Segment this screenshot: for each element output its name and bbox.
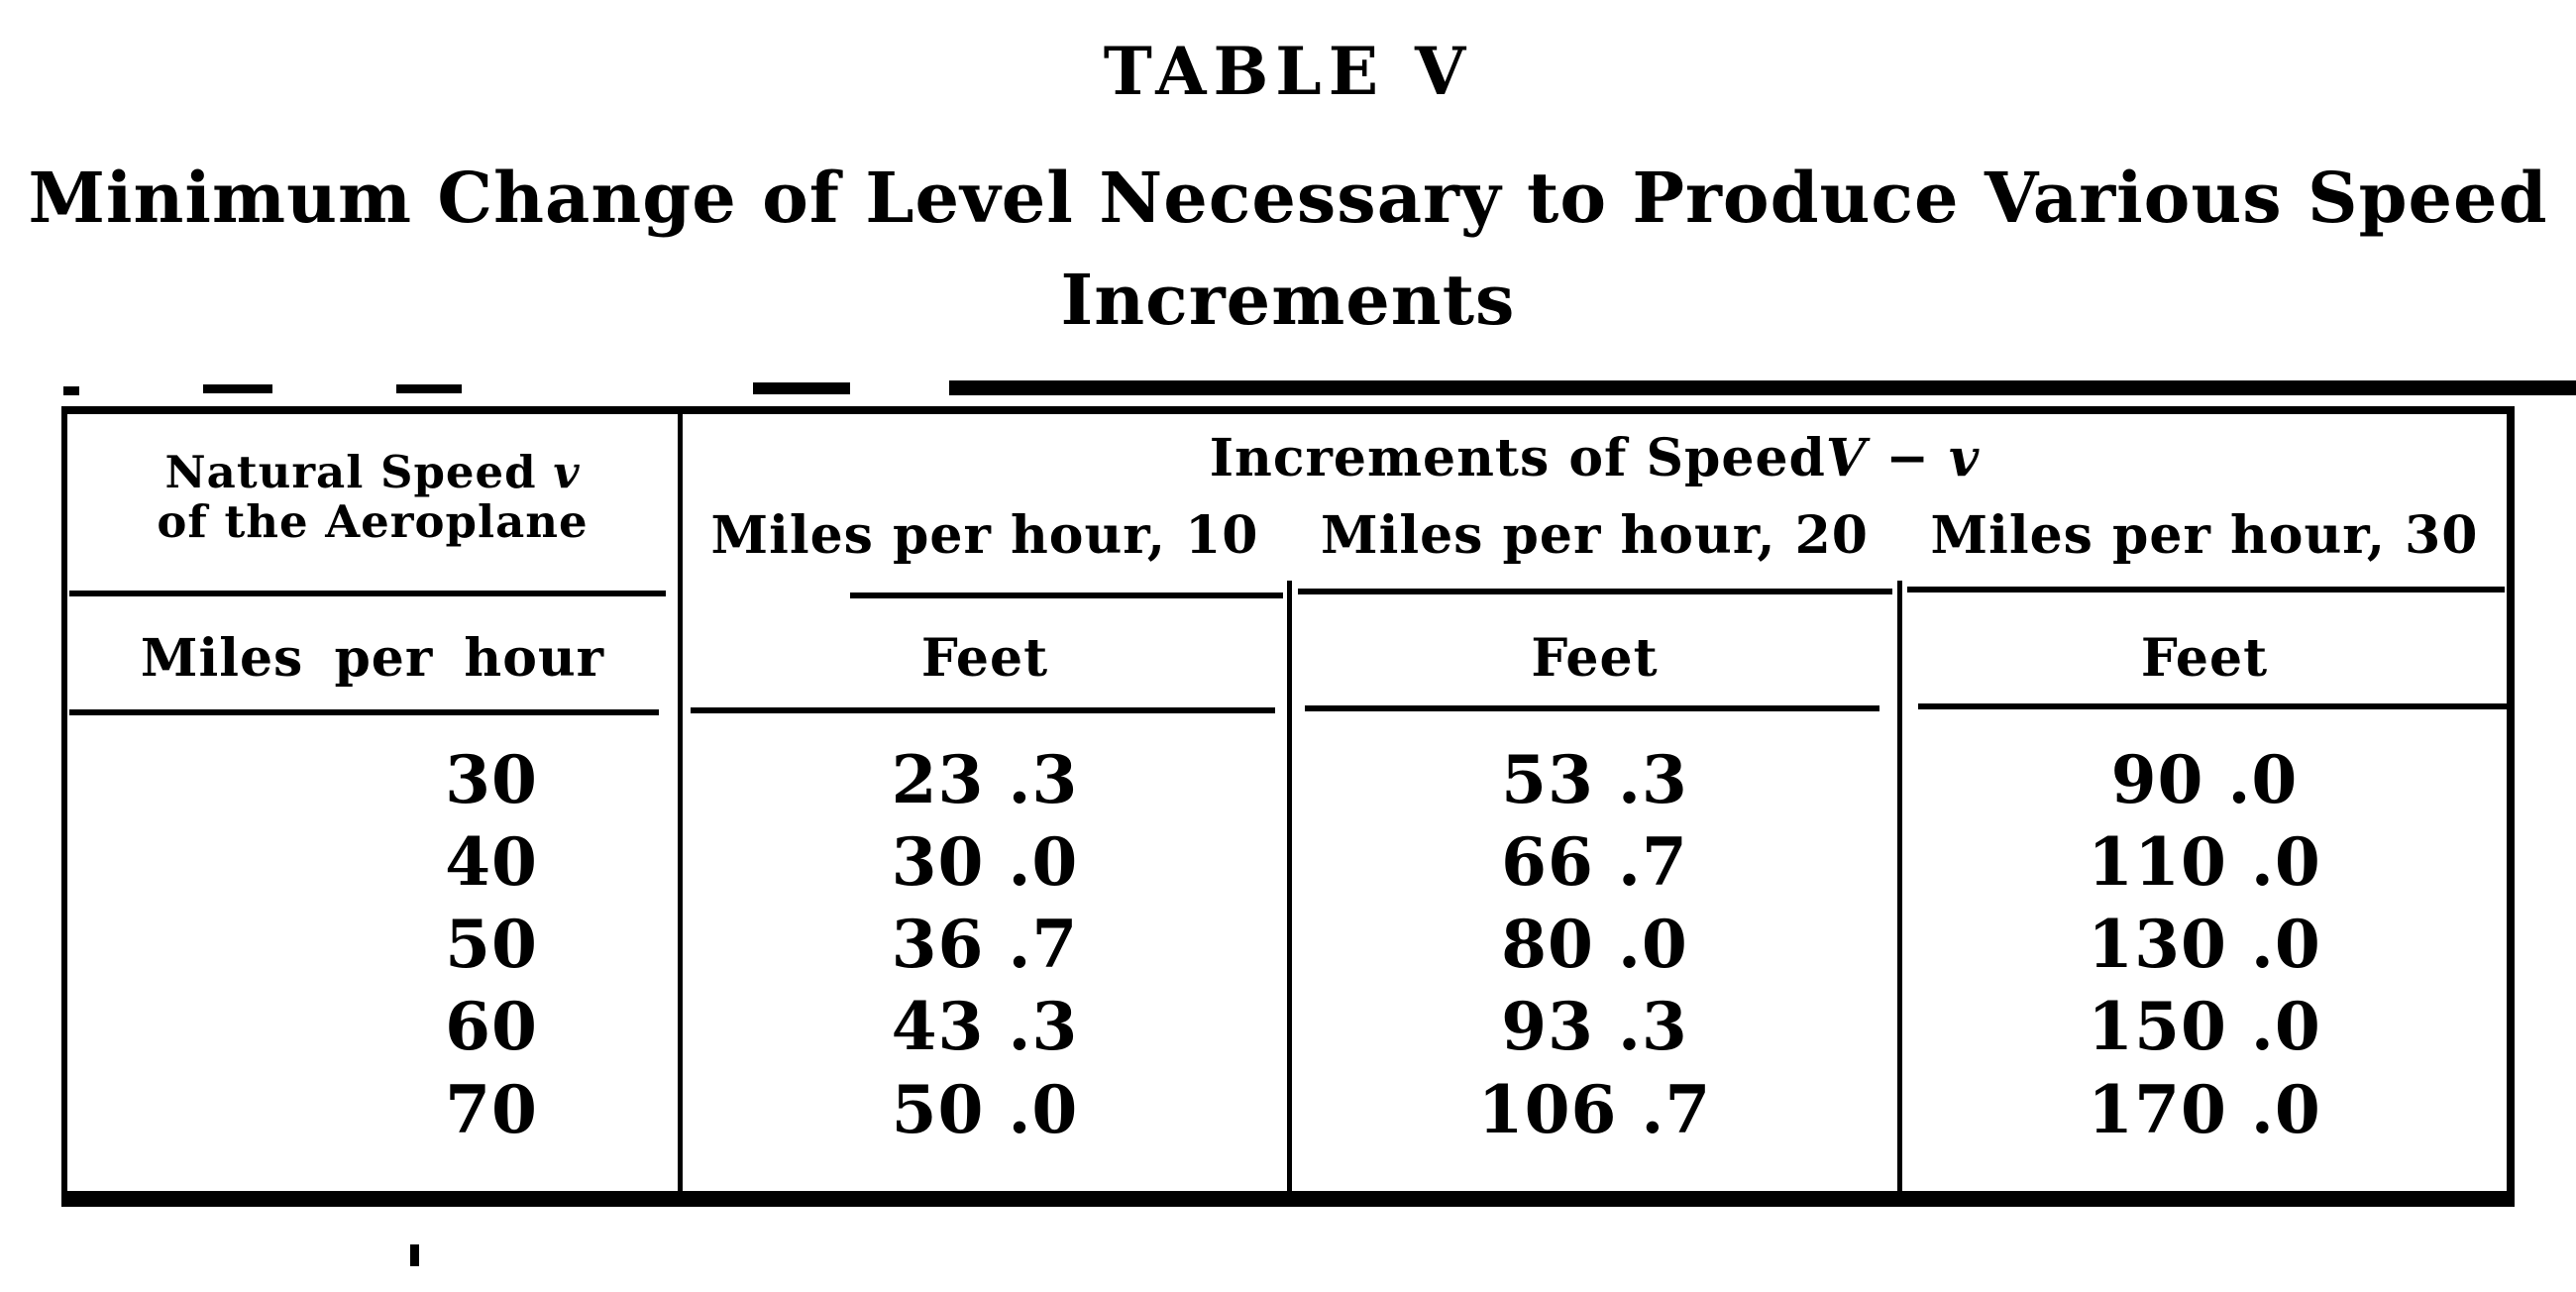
column-header-30mph: Miles per hour, 30 (1930, 504, 2479, 566)
scan-artifact-dash (753, 382, 850, 394)
row-header-text: Natural Speed (164, 446, 554, 498)
table-rule-segment (1305, 705, 1879, 711)
cell-value: 130 .0 (2088, 906, 2321, 983)
table-subtitle-line1: Minimum Change of Level Necessary to Pro… (28, 157, 2548, 239)
group-header-variable: V − v (1825, 427, 1981, 488)
unit-label-feet: Feet (920, 627, 1049, 689)
cell-speed: 40 (445, 823, 538, 901)
group-header-text: Increments of Speed (1209, 427, 1826, 488)
row-header-cell: Natural Speed v of the Aeroplane (67, 414, 678, 581)
cell-speed: 70 (445, 1071, 538, 1148)
cell-value: 30 .0 (891, 823, 1079, 901)
scan-artifact-dash (203, 384, 272, 393)
table-rule-segment (69, 709, 659, 715)
cell-value: 110 .0 (2088, 823, 2321, 901)
cell-value: 23 .3 (891, 741, 1079, 818)
scan-artifact-top-rule (949, 380, 2576, 395)
table-rule-segment (69, 591, 666, 596)
row-header-variable: v (553, 446, 581, 498)
scan-artifact-dash (63, 386, 79, 395)
cell-value: 36 .7 (891, 906, 1079, 983)
cell-value: 50 .0 (891, 1071, 1079, 1148)
unit-label-feet: Feet (1531, 627, 1659, 689)
row-header-unit: Miles per hour (140, 627, 605, 689)
scan-artifact-dash (396, 384, 462, 393)
table-vertical-divider (678, 414, 683, 1191)
cell-speed: 30 (445, 741, 538, 818)
cell-value: 53 .3 (1501, 741, 1688, 818)
cell-value: 43 .3 (891, 988, 1079, 1065)
cell-value: 150 .0 (2088, 988, 2321, 1065)
cell-speed: 50 (445, 906, 538, 983)
row-header-line2: of the Aeroplane (157, 495, 589, 548)
cell-value: 90 .0 (2110, 741, 2299, 818)
table-rule-segment (691, 707, 1275, 713)
table-rule-segment (1298, 589, 1892, 594)
cell-value: 170 .0 (2088, 1071, 2321, 1148)
table-vertical-divider (1897, 581, 1902, 1191)
cell-value: 106 .7 (1477, 1071, 1712, 1148)
table-rule-segment (1918, 703, 2510, 709)
cell-value: 80 .0 (1501, 906, 1688, 983)
table-rule-segment (850, 592, 1283, 598)
column-header-20mph: Miles per hour, 20 (1321, 504, 1869, 566)
table-inner: Natural Speed v of the Aeroplane Increme… (67, 414, 2510, 1191)
table-rule-segment (1907, 587, 2505, 592)
page-title: TABLE V (1103, 33, 1473, 110)
table-subtitle-line2: Increments (1060, 259, 1516, 341)
cell-speed: 60 (445, 988, 538, 1065)
unit-label-feet: Feet (2140, 627, 2269, 689)
column-header-10mph: Miles per hour, 10 (710, 504, 1259, 566)
data-table: Natural Speed v of the Aeroplane Increme… (61, 406, 2515, 1207)
cell-value: 93 .3 (1501, 988, 1688, 1065)
table-vertical-divider (1287, 581, 1292, 1191)
scan-artifact-speck (410, 1244, 419, 1266)
column-group-header: Increments of Speed V − v (683, 427, 2507, 488)
row-header-line1: Natural Speed v (165, 448, 581, 497)
cell-value: 66 .7 (1501, 823, 1688, 901)
